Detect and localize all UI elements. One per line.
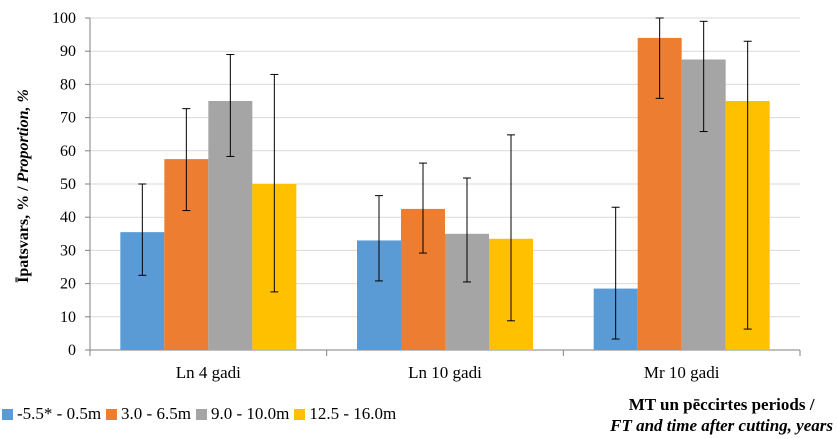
legend-item: 3.0 - 6.5m [106, 404, 191, 424]
y-tick-label: 100 [52, 10, 76, 27]
legend-label: 3.0 - 6.5m [121, 404, 191, 423]
y-tick-label: 90 [60, 43, 76, 60]
y-tick-label: 70 [60, 110, 76, 127]
category-label: Ln 10 gadi [408, 363, 482, 382]
bars [120, 37, 770, 351]
legend-item: 9.0 - 10.0m [195, 404, 290, 424]
y-axis-title-lv: Īpatsvars, % / [14, 182, 32, 282]
y-tick-label: 10 [60, 309, 76, 326]
legend-swatch [195, 408, 207, 420]
legend-label: 9.0 - 10.0m [210, 404, 290, 423]
x-axis-title-lv: MT un pēccirtes periods / [628, 395, 815, 414]
y-tick-label: 40 [60, 209, 76, 226]
y-tick-label: 0 [68, 342, 76, 359]
legend-label: 12.5 - 16.0m [309, 404, 397, 423]
y-tick-label: 20 [60, 276, 76, 293]
legend-swatch [2, 408, 13, 420]
error-bars [138, 17, 752, 340]
y-axis-title-en: Proportion, % [15, 89, 32, 183]
legend-item: 12.5 - 16.0m [294, 404, 396, 424]
y-tick-label: 50 [60, 176, 76, 193]
category-label: Mr 10 gadi [644, 363, 720, 382]
x-axis-title-en: FT and time after cutting, years [610, 416, 833, 435]
y-tick-label: 80 [60, 76, 76, 93]
legend: -5.5* - 0.5m 3.0 - 6.5m 9.0 - 10.0m 12.5 - … [2, 404, 401, 424]
legend-label: -5.5* - 0.5m [17, 404, 102, 423]
y-axis-title: Īpatsvars, % / Proportion, % [14, 89, 32, 283]
legend-swatch [294, 408, 306, 420]
x-axis-title: MT un pēccirtes periods / FT and time af… [610, 394, 833, 436]
y-tick-labels: 0 10 20 30 40 50 60 70 80 90 100 [52, 10, 76, 359]
legend-swatch [106, 408, 118, 420]
category-labels: Ln 4 gadi Ln 10 gadi Mr 10 gadi [176, 363, 720, 382]
y-tick-label: 60 [60, 143, 76, 160]
category-label: Ln 4 gadi [176, 363, 241, 382]
y-tick-label: 30 [60, 242, 76, 259]
legend-item: -5.5* - 0.5m [2, 404, 101, 424]
